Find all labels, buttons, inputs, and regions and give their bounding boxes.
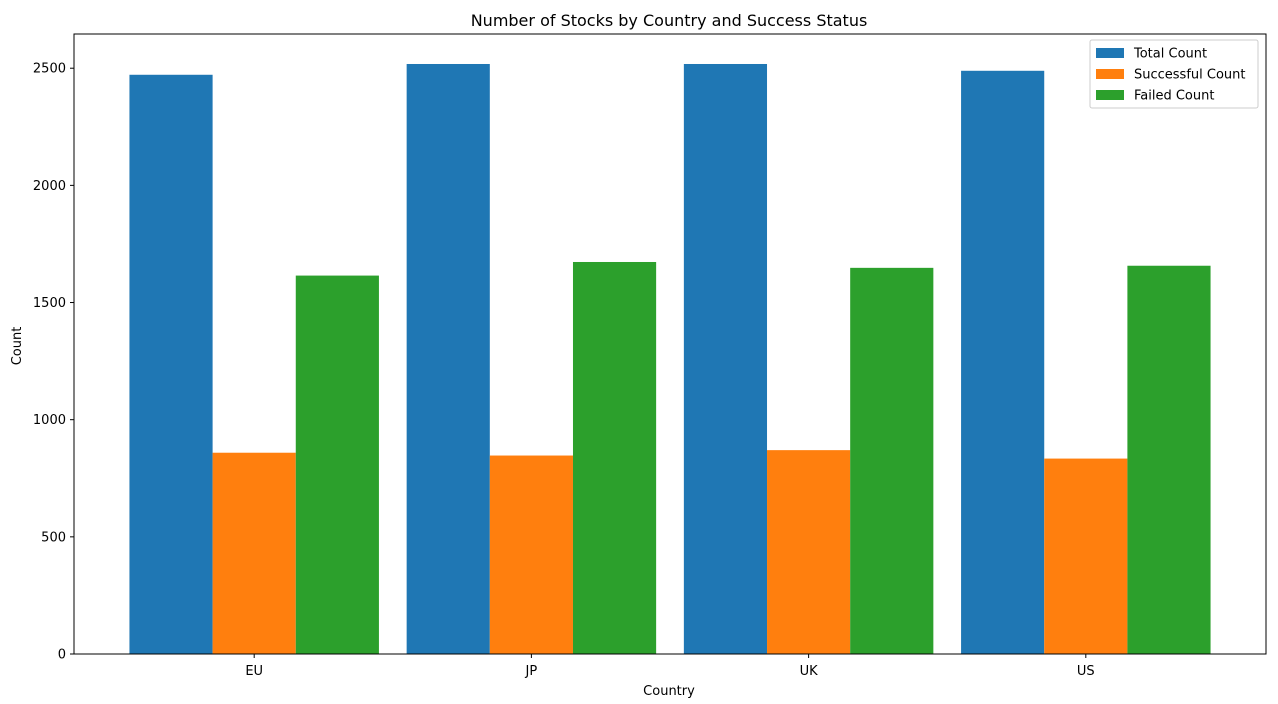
bars-group bbox=[129, 63, 1211, 655]
x-tick-label-jp: JP bbox=[525, 664, 538, 679]
legend-label: Failed Count bbox=[1134, 89, 1214, 104]
chart-title: Number of Stocks by Country and Success … bbox=[471, 11, 868, 30]
y-tick-label: 2500 bbox=[33, 62, 66, 77]
bar-uk-successful-count bbox=[767, 450, 851, 654]
bar-eu-successful-count bbox=[212, 452, 296, 654]
x-axis-title: Country bbox=[643, 684, 695, 699]
x-tick-label-eu: EU bbox=[245, 664, 263, 679]
bar-eu-failed-count bbox=[295, 275, 379, 654]
legend-label: Successful Count bbox=[1134, 68, 1246, 83]
legend-swatch bbox=[1096, 48, 1124, 58]
bar-jp-failed-count bbox=[572, 261, 657, 654]
bar-eu-total-count bbox=[129, 74, 213, 654]
bar-uk-failed-count bbox=[850, 267, 934, 654]
bar-jp-successful-count bbox=[489, 455, 573, 654]
y-axis-title: Count bbox=[10, 327, 25, 366]
bar-uk-total-count bbox=[683, 63, 768, 655]
y-axis: 0 500 1000 1500 2000 2500 bbox=[33, 62, 74, 663]
legend-frame bbox=[1089, 39, 1259, 109]
legend: Total Count Successful Count Failed Count bbox=[1089, 39, 1259, 109]
plot-frame bbox=[73, 33, 1267, 655]
y-tick-label: 500 bbox=[41, 530, 66, 545]
x-tick-label-us: US bbox=[1077, 664, 1095, 679]
bar-us-successful-count bbox=[1044, 458, 1128, 654]
legend-swatch bbox=[1096, 69, 1124, 79]
bar-jp-total-count bbox=[406, 63, 490, 655]
legend-label: Total Count bbox=[1133, 47, 1207, 62]
x-tick-label-uk: UK bbox=[800, 664, 819, 679]
y-tick-label: 2000 bbox=[33, 179, 66, 194]
legend-swatch bbox=[1096, 90, 1124, 100]
y-tick-label: 0 bbox=[58, 648, 66, 663]
y-tick-label: 1500 bbox=[33, 296, 66, 311]
bar-us-total-count bbox=[961, 70, 1045, 655]
x-axis: EU JP UK US bbox=[245, 654, 1095, 679]
bar-us-failed-count bbox=[1127, 265, 1211, 654]
y-tick-label: 1000 bbox=[33, 413, 66, 428]
